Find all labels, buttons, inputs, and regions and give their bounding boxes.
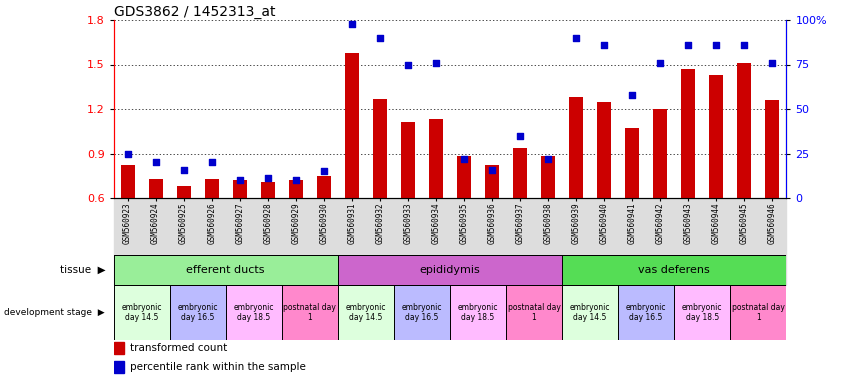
Point: [569, 35, 583, 41]
Point: [626, 92, 639, 98]
Bar: [338, 285, 394, 340]
Bar: [513, 147, 527, 198]
Bar: [506, 285, 562, 340]
Bar: [282, 285, 338, 340]
Bar: [674, 285, 730, 340]
Text: embryonic
day 18.5: embryonic day 18.5: [458, 303, 498, 322]
Text: vas deferens: vas deferens: [638, 265, 710, 275]
Bar: [114, 285, 170, 340]
Point: [681, 42, 695, 48]
Bar: [681, 69, 696, 198]
Text: embryonic
day 16.5: embryonic day 16.5: [626, 303, 666, 322]
Point: [542, 156, 555, 162]
Bar: [317, 176, 331, 198]
Bar: [541, 156, 555, 198]
Bar: [765, 100, 780, 198]
Text: GDS3862 / 1452313_at: GDS3862 / 1452313_at: [114, 5, 275, 19]
Point: [233, 177, 246, 183]
Bar: [450, 285, 506, 340]
Point: [458, 156, 471, 162]
Bar: [288, 180, 303, 198]
Bar: [457, 156, 471, 198]
Text: embryonic
day 16.5: embryonic day 16.5: [402, 303, 442, 322]
Bar: [338, 255, 562, 285]
Text: tissue  ▶: tissue ▶: [60, 265, 105, 275]
Point: [345, 20, 358, 26]
Point: [738, 42, 751, 48]
Bar: [233, 180, 246, 198]
Point: [513, 132, 526, 139]
Bar: [429, 119, 443, 198]
Bar: [170, 285, 225, 340]
Bar: [485, 166, 499, 198]
Text: epididymis: epididymis: [420, 265, 480, 275]
Text: development stage  ▶: development stage ▶: [4, 308, 105, 317]
Bar: [625, 128, 639, 198]
Point: [485, 166, 499, 172]
Bar: [345, 53, 359, 198]
Bar: [394, 285, 450, 340]
Point: [261, 175, 274, 182]
Point: [373, 35, 387, 41]
Bar: [738, 63, 751, 198]
Point: [317, 168, 331, 174]
Bar: [177, 186, 191, 198]
Bar: [653, 109, 667, 198]
Text: transformed count: transformed count: [130, 343, 227, 353]
Bar: [204, 179, 219, 198]
Bar: [114, 342, 124, 354]
Bar: [562, 255, 786, 285]
Text: postnatal day
1: postnatal day 1: [732, 303, 785, 322]
Text: embryonic
day 14.5: embryonic day 14.5: [346, 303, 386, 322]
Point: [597, 42, 611, 48]
Point: [205, 159, 219, 166]
Point: [289, 177, 303, 183]
Bar: [114, 361, 124, 373]
Point: [429, 60, 442, 66]
Point: [765, 60, 779, 66]
Point: [121, 151, 135, 157]
Point: [149, 159, 162, 166]
Bar: [569, 97, 583, 198]
Bar: [225, 285, 282, 340]
Bar: [562, 285, 618, 340]
Bar: [730, 285, 786, 340]
Bar: [709, 75, 723, 198]
Bar: [597, 102, 611, 198]
Bar: [261, 182, 275, 198]
Text: embryonic
day 18.5: embryonic day 18.5: [682, 303, 722, 322]
Text: percentile rank within the sample: percentile rank within the sample: [130, 362, 305, 372]
Bar: [149, 179, 162, 198]
Text: embryonic
day 14.5: embryonic day 14.5: [570, 303, 611, 322]
Bar: [120, 166, 135, 198]
Text: embryonic
day 18.5: embryonic day 18.5: [234, 303, 274, 322]
Point: [653, 60, 667, 66]
Bar: [114, 255, 338, 285]
Text: postnatal day
1: postnatal day 1: [283, 303, 336, 322]
Text: postnatal day
1: postnatal day 1: [508, 303, 560, 322]
Bar: [618, 285, 674, 340]
Text: embryonic
day 16.5: embryonic day 16.5: [177, 303, 218, 322]
Bar: [373, 99, 387, 198]
Point: [710, 42, 723, 48]
Point: [401, 61, 415, 68]
Text: embryonic
day 14.5: embryonic day 14.5: [121, 303, 161, 322]
Text: efferent ducts: efferent ducts: [187, 265, 265, 275]
Bar: [401, 122, 415, 198]
Point: [177, 166, 190, 172]
